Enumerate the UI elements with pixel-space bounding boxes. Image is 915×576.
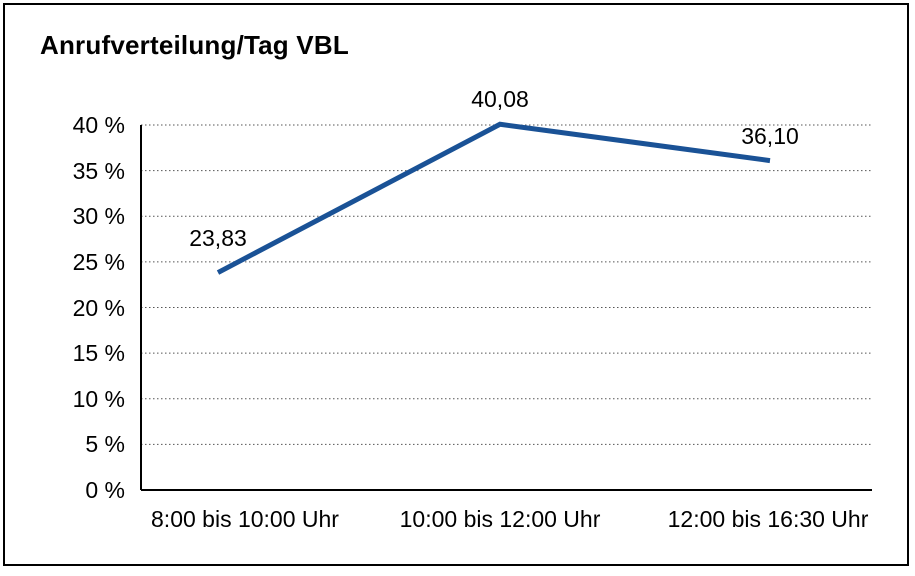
data-label: 40,08 xyxy=(471,86,529,113)
data-label: 36,10 xyxy=(741,122,799,149)
chart-title: Anrufverteilung/Tag VBL xyxy=(40,30,349,60)
y-tick-label: 25 % xyxy=(72,248,125,275)
y-tick-label: 0 % xyxy=(85,477,125,503)
y-tick-label: 30 % xyxy=(72,203,125,230)
chart-border xyxy=(3,3,909,566)
data-label: 23,83 xyxy=(189,224,247,251)
x-category-label: 12:00 bis 16:30 Uhr xyxy=(667,506,869,532)
x-category-label: 10:00 bis 12:00 Uhr xyxy=(399,506,601,532)
y-tick-label: 5 % xyxy=(85,431,125,458)
y-tick-label: 15 % xyxy=(72,340,125,367)
y-tick-label: 35 % xyxy=(72,157,125,184)
x-category-label: 8:00 bis 10:00 Uhr xyxy=(151,506,339,532)
data-series-line xyxy=(216,121,771,275)
y-tick-label: 10 % xyxy=(72,385,125,412)
y-tick-label: 20 % xyxy=(72,294,125,321)
y-tick-label: 40 % xyxy=(72,112,125,138)
